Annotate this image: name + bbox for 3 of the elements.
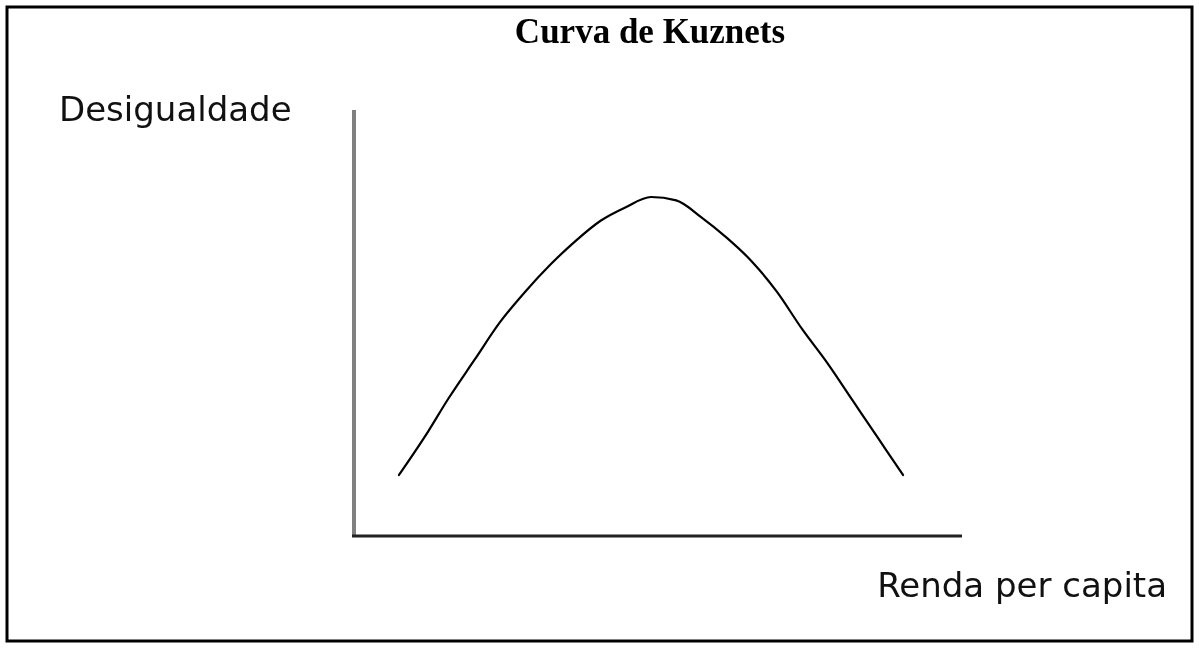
x-axis-title: Renda per capita (877, 565, 1167, 605)
y-axis-title: Desigualdade (59, 89, 292, 129)
chart-title: Curva de Kuznets (514, 12, 786, 51)
